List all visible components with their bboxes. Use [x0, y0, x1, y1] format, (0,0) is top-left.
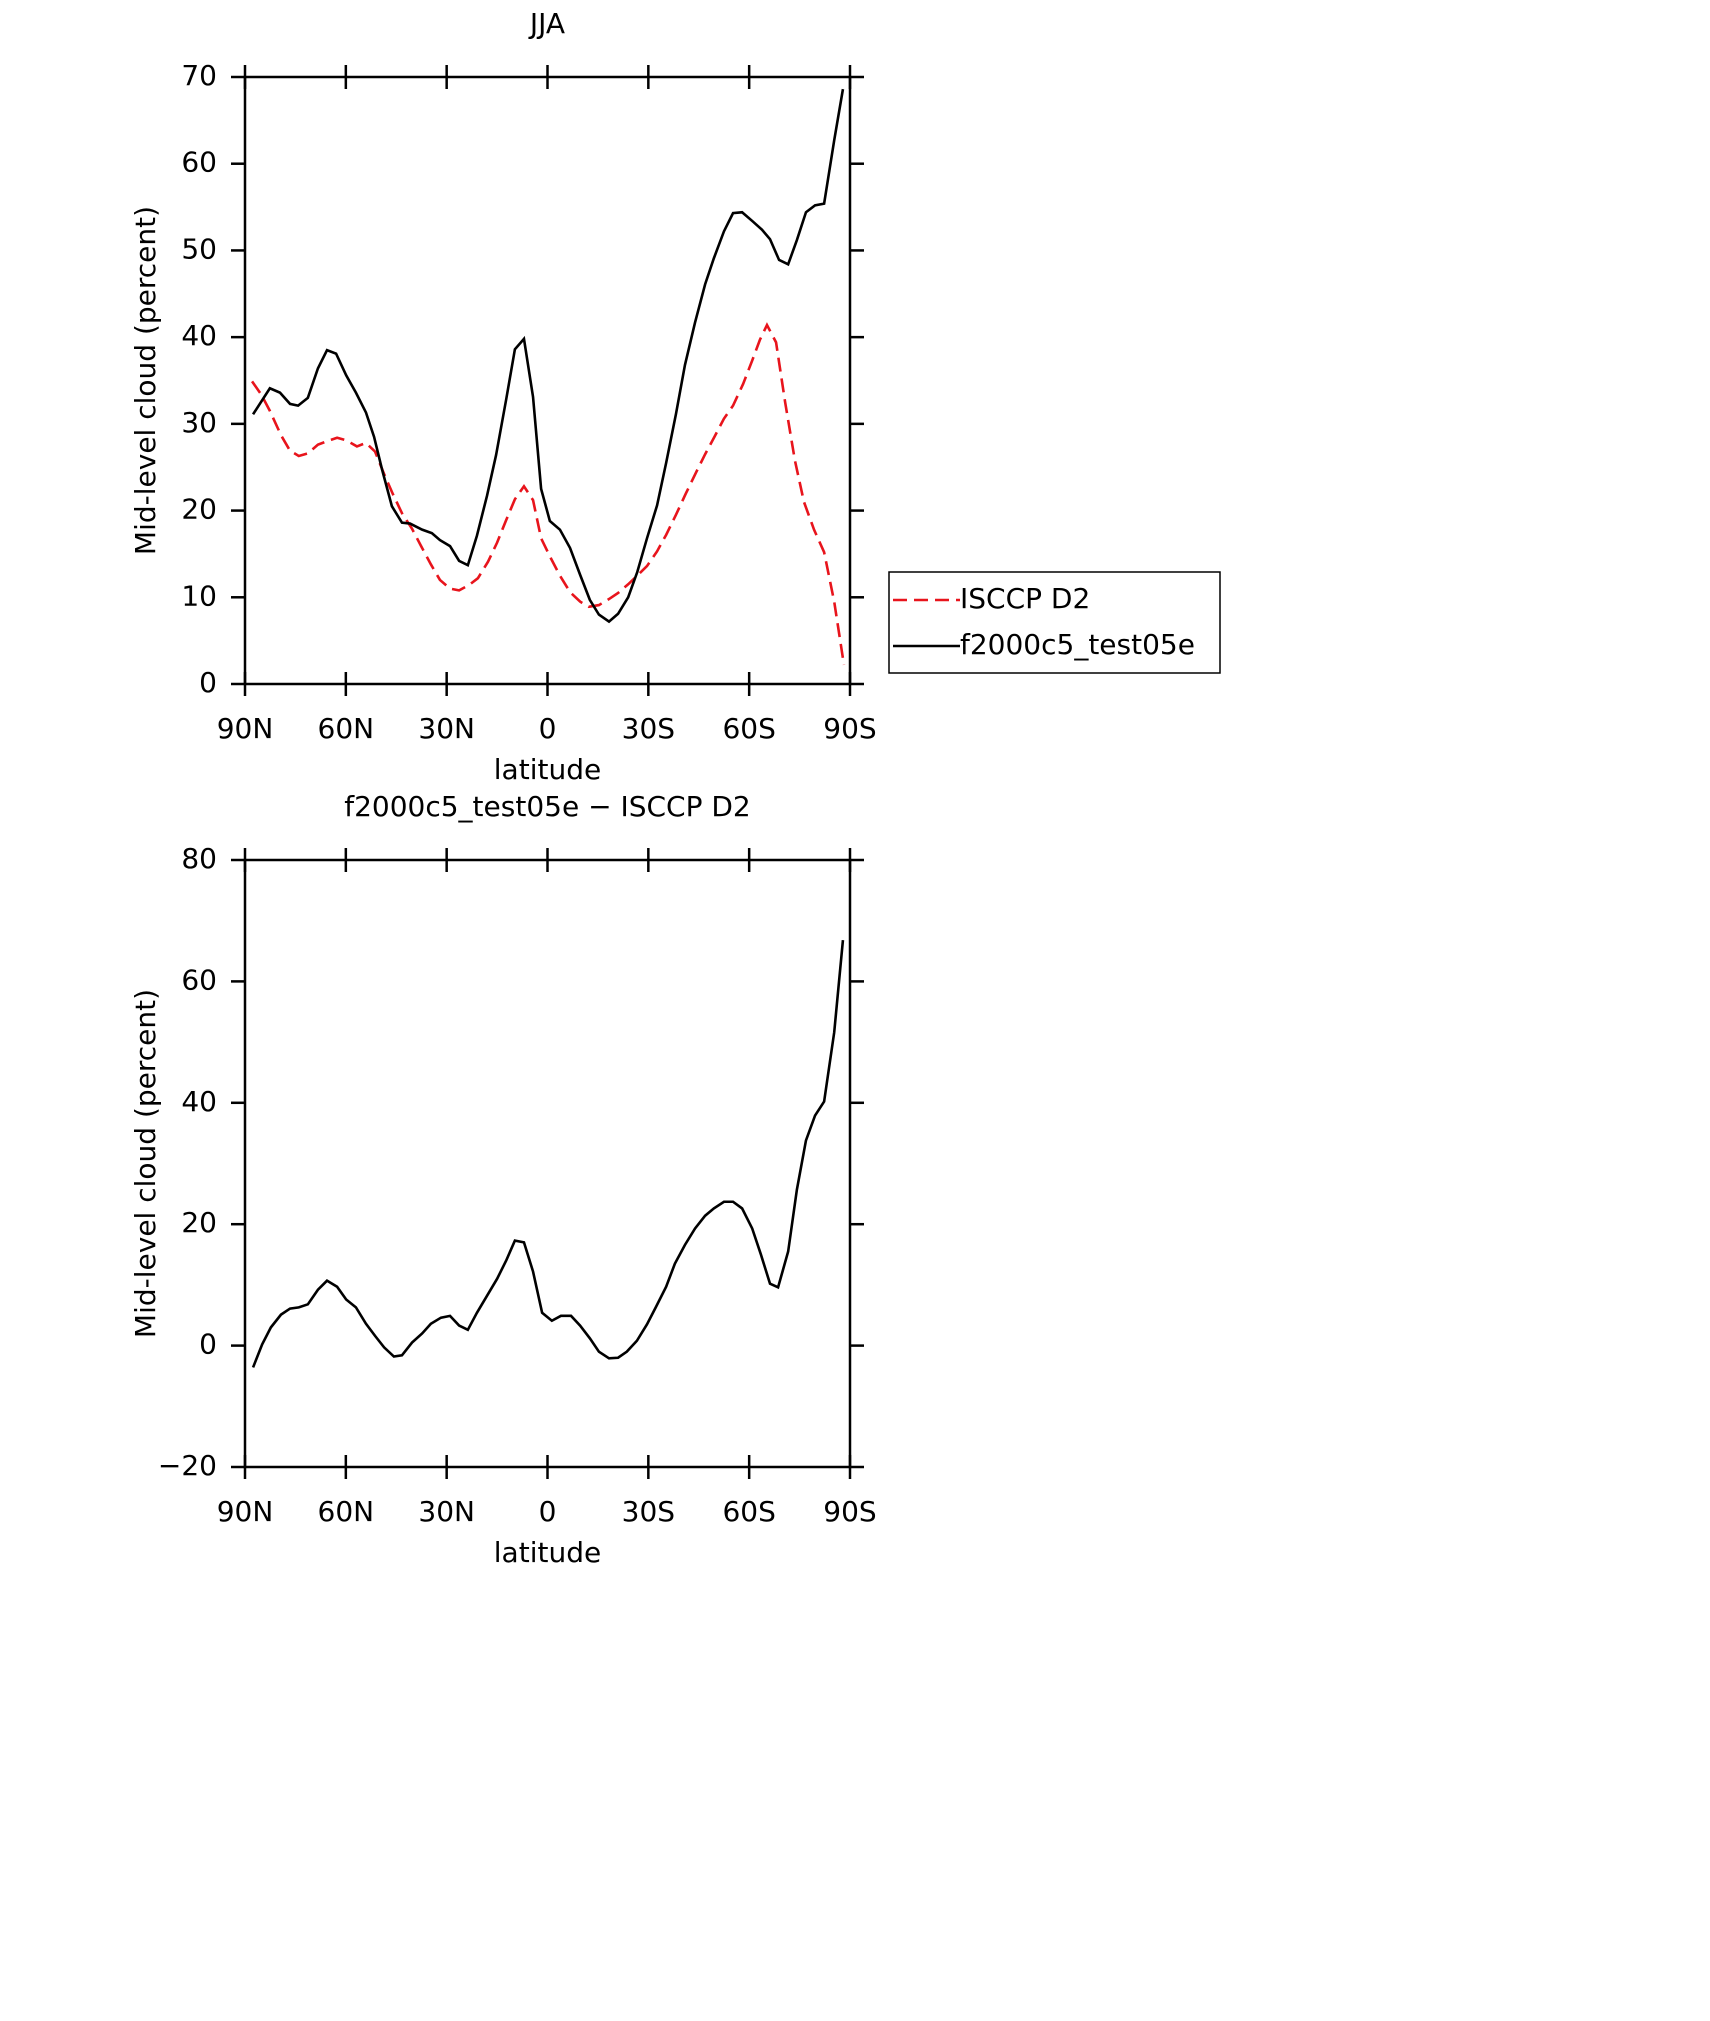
y-tick-label: 80 — [181, 842, 217, 875]
x-axis-label: latitude — [494, 1536, 601, 1569]
chart-title: f2000c5_test05e − ISCCP D2 — [344, 790, 751, 823]
y-tick-label: 30 — [181, 406, 217, 439]
x-tick-label: 90N — [217, 1495, 274, 1528]
legend-label: f2000c5_test05e — [960, 628, 1195, 661]
x-tick-label: 30S — [622, 712, 675, 745]
y-tick-label: 40 — [181, 319, 217, 352]
y-tick-label: 0 — [199, 1328, 217, 1361]
plot-frame — [243, 75, 852, 686]
y-tick-label: 70 — [181, 59, 217, 92]
x-tick-label: 30N — [418, 1495, 475, 1528]
x-tick-label: 30N — [418, 712, 475, 745]
x-tick-label: 0 — [539, 1495, 557, 1528]
data-line — [251, 940, 845, 1368]
y-tick-label: 60 — [181, 146, 217, 179]
x-axis-label: latitude — [494, 753, 601, 786]
legend-box — [888, 571, 1221, 674]
chart-title: JJA — [528, 7, 565, 40]
y-tick-label: 0 — [199, 666, 217, 699]
x-tick-label: 60S — [722, 712, 775, 745]
y-tick-label: 60 — [181, 963, 217, 996]
plot-frame — [243, 858, 852, 1469]
x-tick-label: 90S — [823, 1495, 876, 1528]
x-tick-label: 90S — [823, 712, 876, 745]
y-tick-label: 40 — [181, 1085, 217, 1118]
y-tick-label: −20 — [158, 1449, 217, 1482]
x-tick-label: 0 — [539, 712, 557, 745]
x-tick-label: 30S — [622, 1495, 675, 1528]
x-tick-label: 60N — [318, 1495, 375, 1528]
y-tick-label: 10 — [181, 579, 217, 612]
legend-label: ISCCP D2 — [960, 582, 1090, 615]
x-tick-label: 60S — [722, 1495, 775, 1528]
y-axis-label: Mid-level cloud (percent) — [129, 989, 162, 1338]
data-line — [250, 322, 846, 666]
data-line — [251, 88, 845, 624]
y-tick-label: 20 — [181, 1206, 217, 1239]
x-tick-label: 60N — [318, 712, 375, 745]
y-tick-label: 50 — [181, 232, 217, 265]
x-tick-label: 90N — [217, 712, 274, 745]
y-tick-label: 20 — [181, 493, 217, 526]
y-axis-label: Mid-level cloud (percent) — [129, 206, 162, 555]
